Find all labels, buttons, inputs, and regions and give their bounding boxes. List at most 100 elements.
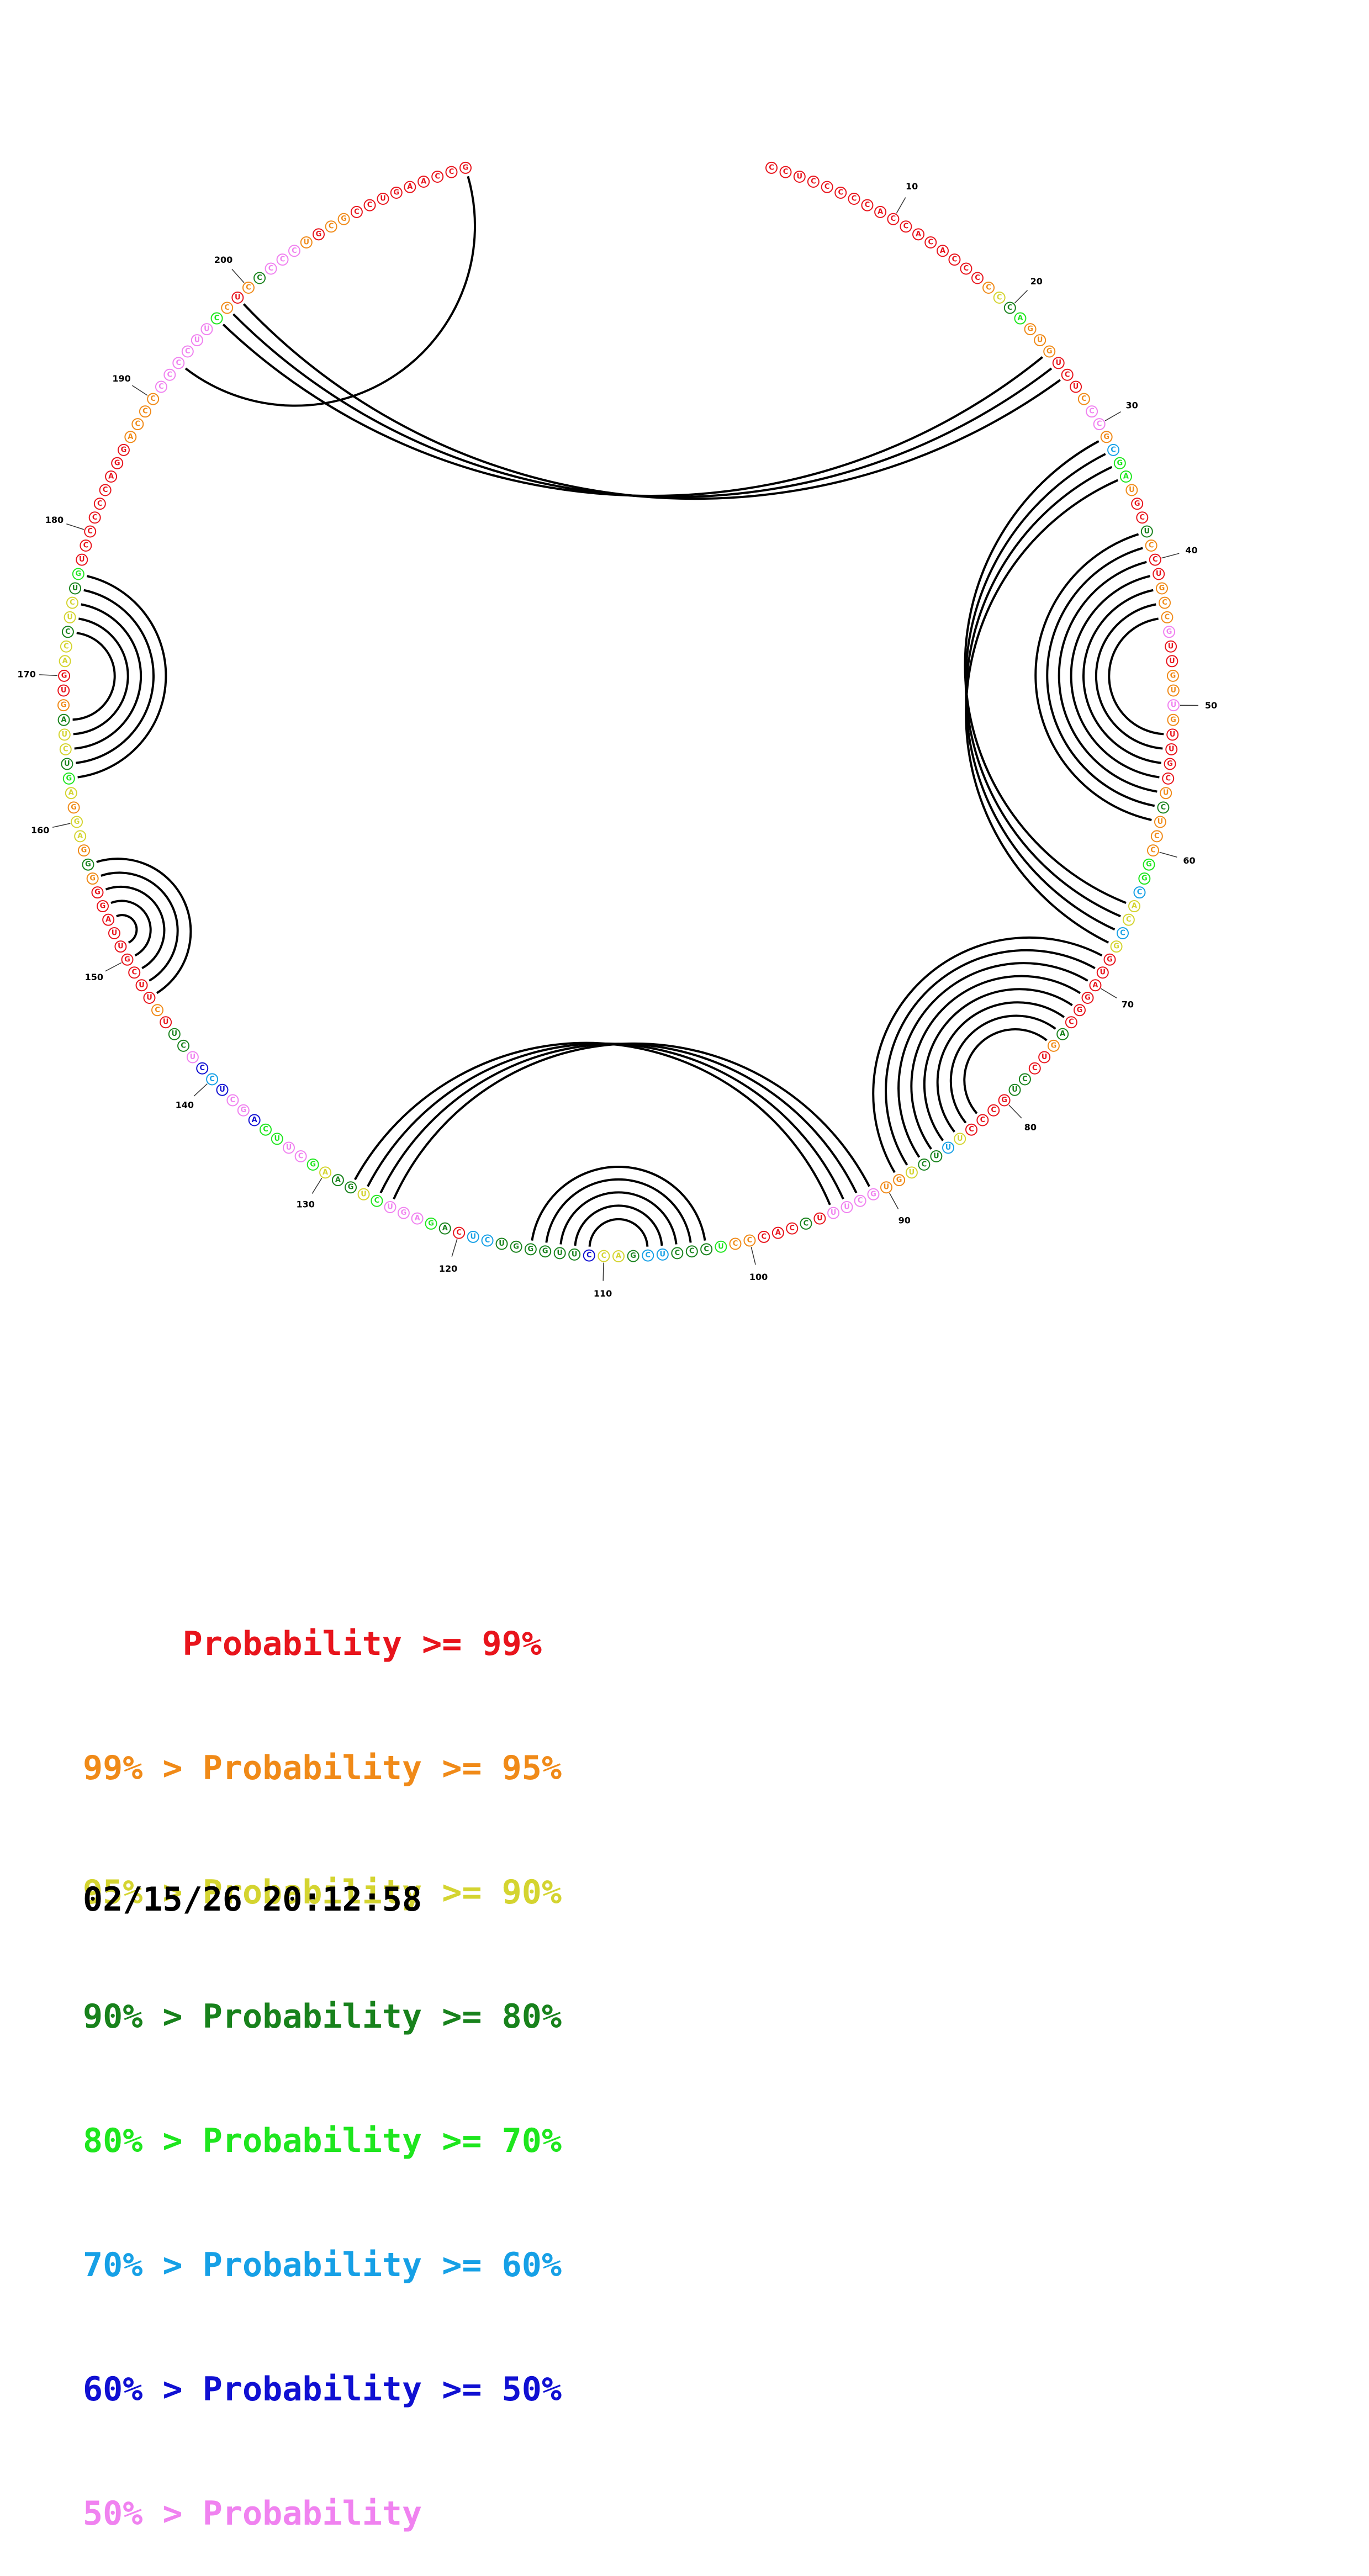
nucleotide-letter: C [986,283,991,292]
nucleotide: C [1161,612,1172,623]
nucleotide-letter: C [964,265,969,273]
nucleotide: C [140,406,151,417]
nucleotide: U [136,980,147,991]
nucleotide: A [59,715,70,726]
nucleotide: C [164,369,175,380]
nucleotide: C [60,744,71,755]
nucleotide: C [1151,831,1162,842]
tick-label: 100 [749,1272,768,1282]
nucleotide: C [182,346,193,357]
nucleotide: G [1167,670,1178,681]
nucleotide-letter: G [66,774,72,782]
nucleotide: U [1034,335,1045,346]
nucleotide: C [277,254,288,265]
pair-arc [532,1167,705,1240]
nucleotide: C [925,237,936,248]
pair-arc [965,441,1126,903]
nucleotide-letter: U [61,686,67,695]
nucleotide-letter: G [316,230,322,239]
tick-line [1105,412,1121,421]
nucleotide-letter: U [945,1144,952,1152]
nucleotide: U [70,583,81,594]
nucleotide: A [249,1114,260,1125]
nucleotide-letter: A [108,473,114,481]
nucleotide-letter: G [1051,1041,1057,1050]
nucleotide-letter: U [831,1209,837,1217]
tick-line [132,385,147,395]
nucleotide: C [266,263,277,274]
nucleotide: U [1141,526,1153,537]
nucleotide: G [1111,941,1122,952]
nucleotide: U [1166,744,1177,755]
nucleotide-letter: A [878,208,883,216]
nucleotide-letter: A [421,177,426,186]
nucleotide: G [1164,626,1175,637]
nucleotide: C [822,182,833,193]
nucleotide-letter: U [1168,642,1174,650]
nucleotide-letter: U [72,584,78,593]
nucleotide-letter: U [1171,701,1177,710]
nucleotide-letter: C [769,163,774,172]
tick-label: 10 [906,181,918,192]
nucleotide-letter: C [367,201,373,209]
nucleotide-letter: G [1103,433,1109,441]
nucleotide-letter: U [1170,731,1176,739]
nucleotide-letter: C [280,256,286,264]
nucleotide: G [1167,715,1178,726]
legend-row-5: 70% > Probability >= 60% [83,2245,562,2286]
nucleotide-letter: C [435,172,440,181]
legend-row-0: Probability >= 99% [83,1623,562,1665]
tick-label: 20 [1030,276,1043,287]
nucleotide: C [887,214,898,225]
nucleotide: G [511,1241,522,1252]
nucleotide-letter: C [374,1197,380,1205]
nucleotide-letter: G [341,215,347,223]
nucleotide: U [954,1133,965,1144]
nucleotide-letter: G [1113,943,1119,951]
pair-arc [1096,604,1162,748]
nucleotide: C [1108,445,1119,456]
tick-label: 160 [31,825,49,835]
nucleotide: C [766,162,777,173]
nucleotide: G [92,887,103,898]
nucleotide: U [384,1202,395,1213]
nucleotide-letter: G [310,1160,316,1168]
nucleotide: U [301,237,312,248]
nucleotide: C [1123,914,1134,925]
nucleotide: U [881,1182,892,1193]
pair-arc [368,1044,843,1199]
nucleotide-letter: C [903,223,909,231]
nucleotide-letter: G [1159,584,1165,593]
nucleotide-letter: C [135,420,141,429]
tick-label: 190 [112,373,130,384]
nucleotide: G [71,816,82,827]
tick-label: 50 [1205,700,1217,711]
nucleotide-letter: G [542,1247,548,1256]
tick-line [66,524,83,530]
nucleotide-letter: C [176,359,182,367]
nucleotide: U [828,1208,839,1219]
nucleotide-letter: C [645,1251,651,1260]
nucleotide-letter: G [1166,628,1172,636]
nucleotide-letter: C [704,1245,709,1253]
nucleotide-letter: U [112,929,118,938]
tick-line [52,823,70,827]
nucleotide-letter: A [252,1116,257,1124]
nucleotide: G [1074,1004,1085,1015]
nucleotide-letter: A [1132,902,1137,911]
nucleotide: G [1044,346,1055,357]
nucleotide: U [1039,1052,1050,1063]
nucleotide: C [89,512,101,523]
nucleotide: C [432,171,443,182]
nucleotide-letter: C [922,1160,927,1168]
nucleotide: C [672,1247,683,1258]
nucleotide: G [1101,431,1112,442]
nucleotide-letter: A [1060,1030,1065,1038]
nucleotide: U [554,1247,565,1258]
nucleotide: G [59,670,70,681]
nucleotide-letter: U [884,1183,890,1192]
nucleotide: U [1126,485,1137,496]
tick-label: 180 [45,515,64,525]
nucleotide: U [76,554,87,565]
tick-line [39,675,57,676]
